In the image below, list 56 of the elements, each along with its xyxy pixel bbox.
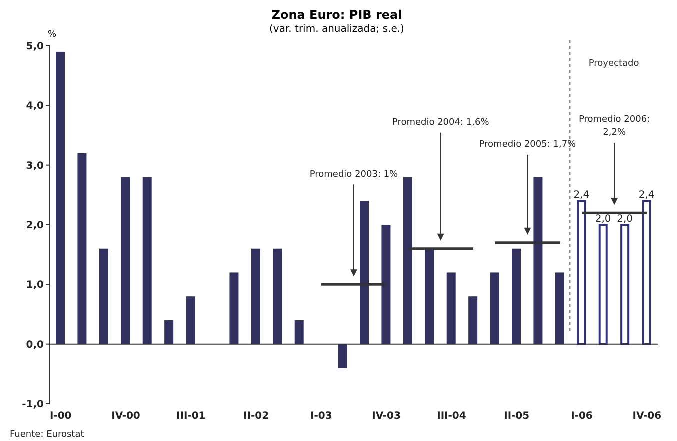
- bar: [251, 248, 260, 344]
- bar: [425, 248, 434, 344]
- y-tick-label: 5,0: [26, 42, 44, 53]
- x-tick-label: II-05: [504, 411, 530, 422]
- bar: [142, 177, 152, 344]
- annotation: Promedio 2005: 1,7%: [478, 138, 578, 152]
- bar: [534, 177, 543, 344]
- bar: [490, 272, 500, 344]
- chart-title: Zona Euro: PIB real: [270, 8, 404, 22]
- annotation: Promedio 2006: 2,2%: [578, 114, 652, 140]
- x-tick-label: III-04: [437, 411, 466, 422]
- x-tick-label: III-01: [176, 411, 206, 422]
- bar: [360, 201, 369, 344]
- bar: [186, 296, 196, 344]
- x-tick-label: II-02: [244, 411, 270, 422]
- bar: [555, 272, 564, 344]
- bar: [512, 248, 521, 344]
- bar: [468, 296, 478, 344]
- data-label: 2,0: [595, 214, 612, 225]
- x-tick-label: IV-03: [372, 411, 402, 422]
- bar: [230, 272, 239, 344]
- y-tick-label: 3,0: [26, 160, 44, 172]
- bar: [294, 320, 304, 344]
- bar: [99, 248, 108, 344]
- source-note: Fuente: Eurostat: [10, 430, 84, 440]
- bar: [598, 224, 608, 346]
- y-tick-label: 4,0: [26, 101, 44, 112]
- data-label: 2,4: [574, 190, 590, 202]
- x-tick-label: I-00: [50, 411, 72, 422]
- bar: [273, 248, 282, 344]
- data-label: 2,4: [638, 190, 655, 202]
- bar: [642, 200, 652, 346]
- x-tick-label: IV-06: [632, 411, 662, 422]
- bar: [121, 177, 130, 344]
- bar: [382, 225, 391, 344]
- annotation: Promedio 2004: 1,6%: [391, 116, 490, 130]
- y-tick-label: 0,0: [26, 340, 44, 351]
- bar: [164, 320, 174, 344]
- y-tick-label: -1,0: [22, 400, 44, 411]
- bar: [446, 272, 456, 344]
- y-axis-title: %: [48, 30, 57, 40]
- bar: [56, 52, 65, 344]
- y-tick-label: 1,0: [26, 280, 44, 292]
- bar: [577, 200, 586, 346]
- x-tick-label: I-06: [571, 411, 593, 422]
- bar: [403, 177, 412, 344]
- data-label: 2,0: [617, 214, 634, 225]
- bar: [338, 344, 348, 368]
- bar: [78, 153, 87, 344]
- annotation: Proyectado: [588, 59, 640, 69]
- chart-subtitle: (var. trim. anualizada; s.e.): [270, 24, 404, 35]
- y-tick-label: 2,0: [26, 220, 44, 232]
- x-tick-label: IV-00: [112, 411, 140, 422]
- bar: [620, 224, 630, 346]
- x-tick-label: I-03: [310, 411, 332, 422]
- annotation: Promedio 2003: 1%: [308, 168, 400, 182]
